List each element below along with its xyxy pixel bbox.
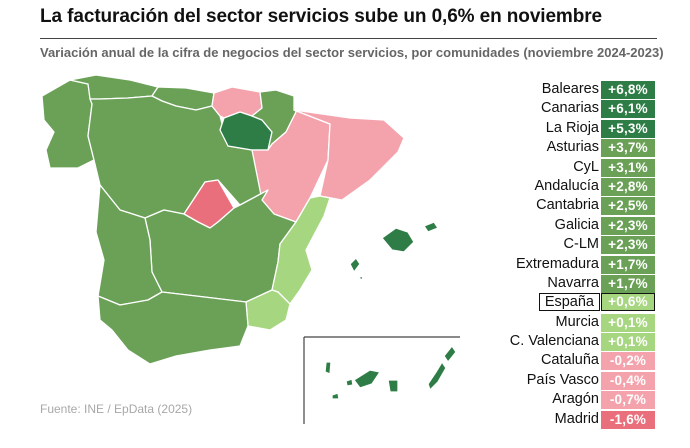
legend-region-name: Navarra <box>547 274 599 291</box>
region-canarias-gran-canaria <box>387 379 399 393</box>
canarias-inset-frame <box>303 336 460 424</box>
region-canarias-el-hierro <box>331 392 340 400</box>
legend-region-name: Galicia <box>554 216 599 233</box>
region-baleares-formentera <box>357 275 364 281</box>
legend-row: Asturias +3,7% <box>510 138 657 158</box>
region-galicia <box>41 79 95 169</box>
region-andalucia <box>97 291 249 365</box>
legend-region-value: +2,3% <box>601 235 655 255</box>
legend-row: Cantabria +2,5% <box>510 196 657 216</box>
legend-region-name: Cantabria <box>536 197 599 214</box>
legend-region-name: Baleares <box>541 81 599 97</box>
legend-region-value: +0,6% <box>601 293 655 312</box>
legend-region-name: La Rioja <box>545 119 599 136</box>
legend-region-value: +2,5% <box>601 196 655 216</box>
legend-region-name: Madrid <box>554 410 599 427</box>
legend-row: La Rioja +5,3% <box>510 118 657 138</box>
legend-row: Canarias +6,1% <box>510 99 657 119</box>
legend-region-value: +2,8% <box>601 176 655 196</box>
legend-row: Aragón -0,7% <box>510 390 657 410</box>
legend-region-value: +0,1% <box>601 312 655 332</box>
legend-region-name: Cataluña <box>540 352 599 369</box>
region-canarias-la-palma <box>324 361 332 375</box>
legend-region-value: +3,7% <box>601 138 655 158</box>
legend-row: Madrid -1,6% <box>510 409 657 429</box>
region-canarias-fuerteventura <box>427 361 447 391</box>
legend-row: Navarra +1,7% <box>510 273 657 293</box>
legend-row: CyL +3,1% <box>510 157 657 177</box>
title-rule <box>40 38 657 39</box>
region-cataluna <box>293 109 405 201</box>
legend-region-name: Extremadura <box>515 255 599 272</box>
legend-row: Galicia +2,3% <box>510 215 657 235</box>
legend-row: C-LM +2,3% <box>510 235 657 255</box>
legend-row: Baleares +6,8% <box>510 80 657 99</box>
legend-region-value: -0,2% <box>601 351 655 371</box>
region-canarias-lanzarote <box>443 345 457 363</box>
legend-region-name: Canarias <box>540 100 599 117</box>
region-canarias-tenerife <box>353 369 381 389</box>
legend-region-value: +1,7% <box>601 273 655 293</box>
chart-title: La facturación del sector servicios sube… <box>40 6 602 27</box>
legend-row: Murcia +0,1% <box>510 312 657 332</box>
legend-row: Andalucía +2,8% <box>510 176 657 196</box>
legend-region-value: -1,6% <box>601 409 655 429</box>
region-murcia <box>245 289 291 331</box>
region-baleares-mallorca <box>381 227 415 253</box>
legend-region-value: +3,1% <box>601 157 655 177</box>
legend-region-value: +6,8% <box>601 80 655 99</box>
legend-region-name: Andalucía <box>534 177 600 194</box>
legend-region-value: -0,4% <box>601 370 655 390</box>
legend-region-name: CyL <box>573 158 599 175</box>
legend-row: Cataluña -0,2% <box>510 351 657 371</box>
legend-region-name: C-LM <box>563 236 599 253</box>
legend-row: C. Valenciana +0,1% <box>509 332 657 352</box>
source-note: Fuente: INE / EpData (2025) <box>40 402 193 416</box>
legend-region-name: Asturias <box>546 139 599 156</box>
legend-row: País Vasco -0,4% <box>510 370 657 390</box>
region-c-valenciana <box>271 195 331 305</box>
legend-region-name: Murcia <box>555 313 599 330</box>
legend-region-value: +1,7% <box>601 254 655 274</box>
legend-row: España +0,6% <box>510 293 657 312</box>
legend-region-name: España <box>538 293 600 312</box>
legend-row: Extremadura +1,7% <box>510 254 657 274</box>
legend-region-name: Aragón <box>552 391 599 408</box>
legend-region-name: País Vasco <box>526 371 599 388</box>
legend-region-value: +6,1% <box>601 99 655 119</box>
ranking-legend: Baleares +6,8% Canarias +6,1% La Rioja +5,3% A… <box>510 80 657 429</box>
legend-region-value: -0,7% <box>601 390 655 410</box>
legend-region-value: +2,3% <box>601 215 655 235</box>
legend-region-name: C. Valenciana <box>509 333 599 350</box>
chart-subtitle: Variación anual de la cifra de negocios … <box>40 45 664 60</box>
legend-region-value: +0,1% <box>601 332 655 352</box>
region-baleares-ibiza <box>349 257 361 273</box>
region-baleares-menorca <box>423 221 439 233</box>
legend-region-value: +5,3% <box>601 118 655 138</box>
region-canarias-la-gomera <box>345 378 354 387</box>
